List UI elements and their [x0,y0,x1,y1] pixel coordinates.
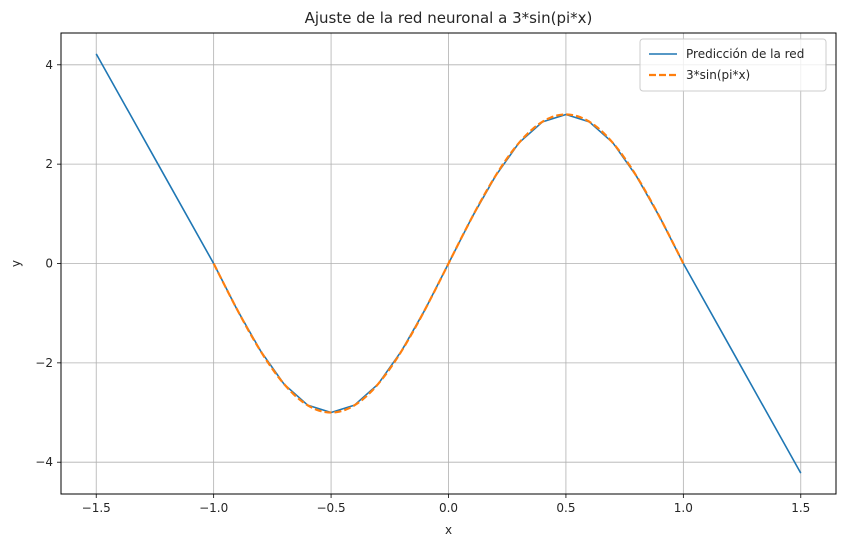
legend-box [639,38,827,92]
legend-label-0: Predicción de la red [686,47,804,61]
plot-lines [95,53,802,474]
y-tick-label: 2 [45,157,53,171]
x-tick-label: 1.0 [674,501,693,515]
x-axis-label: x [445,523,452,537]
x-tick-label: 1.5 [791,501,810,515]
y-tick-label: 4 [45,58,53,72]
legend: Predicción de la red 3*sin(pi*x) [639,38,827,92]
ticks: −1.5 −1.0 −0.5 0.0 0.5 1.0 1.5 4 2 0 −2 −4 [35,58,810,515]
y-tick-label: −2 [35,356,53,370]
x-tick-label: 0.0 [439,501,458,515]
x-tick-label: −1.0 [199,501,228,515]
y-tick-label: −4 [35,455,53,469]
series-line-1 [212,113,685,414]
y-tick-label: 0 [45,257,53,271]
y-axis-label: y [9,260,23,267]
chart-title: Ajuste de la red neuronal a 3*sin(pi*x) [305,9,593,27]
x-tick-label: 0.5 [556,501,575,515]
legend-label-1: 3*sin(pi*x) [686,68,750,82]
x-tick-label: −0.5 [317,501,346,515]
x-tick-label: −1.5 [82,501,111,515]
